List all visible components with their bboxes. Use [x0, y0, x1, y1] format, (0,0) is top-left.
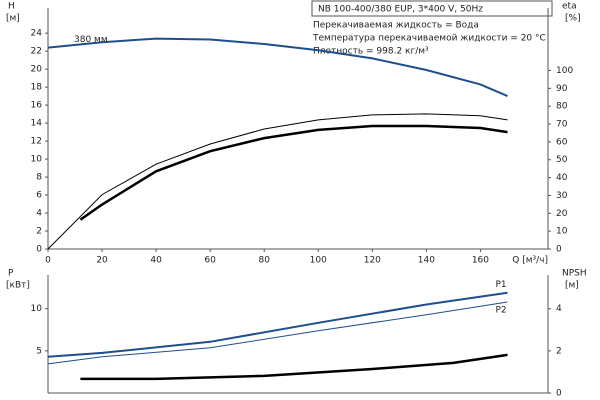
- y2-tick-label: 60: [556, 137, 568, 147]
- info-title: NB 100-400/380 EUP, 3*400 V, 50Hz: [318, 5, 483, 15]
- y2-tick-label: 10: [556, 227, 568, 237]
- x-tick-label: 80: [258, 256, 270, 266]
- x-tick-label: 140: [418, 256, 435, 266]
- y-tick-label: 18: [31, 83, 43, 93]
- curve: [47, 113, 508, 250]
- x-tick-label: 120: [364, 256, 381, 266]
- curve: [47, 291, 508, 358]
- y-unit: [м]: [6, 14, 20, 24]
- y-tick-label: 4: [36, 209, 42, 219]
- y-label: P: [8, 269, 14, 279]
- y2-label: NPSH: [562, 269, 587, 279]
- curve: [80, 353, 508, 381]
- x-tick-label: 20: [96, 256, 108, 266]
- y2-tick-label: 40: [556, 173, 568, 183]
- y-unit: [кВт]: [6, 281, 30, 291]
- y2-tick-label: 70: [556, 120, 568, 130]
- curve: [79, 124, 508, 221]
- y-tick-label: 8: [36, 173, 42, 183]
- y2-tick-label: 20: [556, 209, 568, 219]
- curve-label: 380 мм: [74, 35, 108, 45]
- info-box: [311, 0, 553, 17]
- y-tick-label: 20: [31, 65, 43, 75]
- x-tick-label: 160: [472, 256, 489, 266]
- curve-label: P2: [495, 305, 506, 315]
- x-tick-label: 0: [45, 256, 51, 266]
- y2-tick-label: 50: [556, 155, 568, 165]
- x-tick-label: 40: [150, 256, 162, 266]
- y-tick-label: 5: [36, 346, 42, 356]
- note: Температура перекачиваемой жидкости = 20…: [312, 34, 546, 44]
- y2-unit: [%]: [565, 14, 581, 24]
- x-tick-label: 100: [310, 256, 327, 266]
- curve: [47, 301, 508, 365]
- y2-tick-label: 80: [556, 102, 568, 112]
- y-tick-label: 6: [36, 191, 42, 201]
- y2-unit: [м]: [565, 281, 579, 291]
- y2-tick-label: 100: [556, 66, 573, 76]
- y-tick-label: 24: [31, 29, 43, 39]
- y2-tick-label: 0: [556, 245, 562, 255]
- y-tick-label: 10: [31, 155, 43, 165]
- y-tick-label: 14: [31, 119, 43, 129]
- note: Перекачиваемая жидкость = Вода: [313, 21, 479, 31]
- x-label: Q [м³/ч]: [512, 256, 548, 266]
- y-tick-label: 16: [31, 101, 43, 111]
- curve-label: P1: [495, 280, 506, 290]
- y-tick-label: 22: [31, 47, 42, 57]
- y-tick-label: 2: [36, 227, 42, 237]
- y2-tick-label: 0: [556, 389, 562, 399]
- note: Плотность = 998.2 кг/м³: [313, 47, 429, 57]
- y-label: H: [8, 2, 15, 12]
- y2-tick-label: 2: [556, 346, 562, 356]
- y2-label: eta: [562, 2, 577, 12]
- y2-tick-label: 30: [556, 191, 568, 201]
- y2-tick-label: 90: [556, 84, 568, 94]
- curve: [47, 37, 508, 98]
- y-tick-label: 0: [36, 245, 42, 255]
- y-tick-label: 12: [31, 137, 42, 147]
- y-tick-label: 10: [31, 304, 43, 314]
- y2-tick-label: 4: [556, 304, 562, 314]
- x-tick-label: 60: [204, 256, 216, 266]
